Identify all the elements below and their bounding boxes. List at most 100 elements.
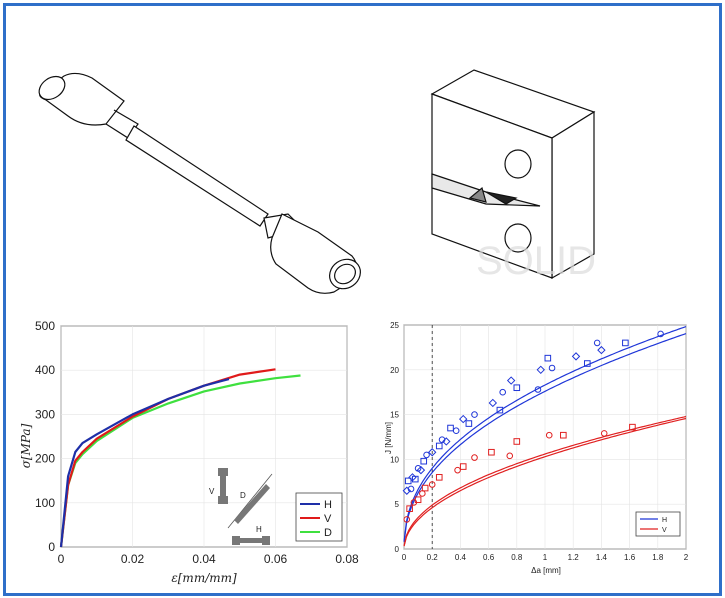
watermark-text: SOLID [476, 239, 596, 283]
chart2-y-tick-label: 5 [395, 500, 400, 509]
chart2-legend-label-h: H [662, 517, 667, 524]
chart2-x-tick-label: 1.6 [624, 553, 636, 562]
inset-specimen-h [232, 538, 270, 543]
chart2-point-h [416, 465, 426, 475]
chart2-point-h [435, 442, 443, 450]
chart1-x-tick-label: 0.08 [335, 552, 359, 566]
chart2-legend: H V [635, 511, 681, 537]
orientation-inset: V D H [209, 468, 273, 545]
chart1-legend-label-v: V [324, 513, 332, 525]
stress-strain-chart: 0 100 200 300 400 500 0 0.02 0.04 0.06 0.08 σ[MPa… [19, 319, 359, 585]
chart2-y-tick-label: 0 [395, 545, 400, 554]
chart2-x-tick-label: 0.2 [427, 553, 439, 562]
chart2-point-h [584, 360, 591, 367]
chart2-point-h [404, 477, 412, 485]
chart2-point-h [407, 485, 415, 493]
j-resistance-chart: 0 5 10 15 20 25 0 0.2 0.4 0.6 0.8 1 1.2 1.4 1.6 1.8 2 J… [384, 321, 689, 575]
chart1-x-tick-label: 0 [58, 552, 65, 566]
chart2-x-tick-label: 0.4 [455, 553, 467, 562]
chart2-point-h [423, 451, 430, 459]
chart1-x-tick-label: 0.06 [264, 552, 288, 566]
chart2-point-h [442, 437, 451, 446]
chart2-point-h [488, 398, 498, 408]
inset-specimen-v [220, 468, 226, 504]
chart2-point-v [629, 423, 636, 431]
chart2-point-h [411, 475, 419, 483]
specimen-gauge-section [125, 125, 269, 227]
chart2-legend-label-v: V [662, 527, 667, 534]
chart2-point-h [622, 339, 629, 347]
chart2-point-v [506, 452, 514, 460]
chart2-point-v [513, 438, 521, 445]
chart2-fit-h-0 [403, 326, 687, 542]
chart2-fit-h-1 [403, 333, 687, 543]
chart2-point-h [513, 384, 521, 392]
chart2-point-h [571, 352, 581, 361]
chart1-x-tick-labels: 0 0.02 0.04 0.06 0.08 [58, 552, 359, 566]
chart2-point-h [420, 457, 428, 465]
chart2-y-tick-label: 15 [390, 411, 399, 420]
chart2-point-h [402, 486, 412, 495]
chart2-x-tick-label: 0 [402, 553, 407, 562]
chart1-y-tick-label: 400 [35, 363, 55, 377]
chart2-fit-v-1 [403, 417, 687, 547]
chart2-point-h [465, 420, 473, 427]
chart2-x-tick-label: 0.8 [511, 553, 523, 562]
chart2-data-points [402, 330, 664, 523]
chart1-legend: H V D [295, 492, 343, 542]
chart2-point-h [597, 345, 606, 355]
chart2-x-tick-label: 1.8 [652, 553, 664, 562]
tensile-specimen-drawing [38, 72, 361, 294]
chart2-x-tick-labels: 0 0.2 0.4 0.6 0.8 1 1.2 1.4 1.6 1.8 2 [402, 553, 689, 562]
chart1-line-h [59, 377, 230, 548]
chart2-point-h [496, 406, 504, 414]
chart1-x-axis-label: ε[mm/mm] [171, 571, 237, 585]
chart2-point-v [406, 505, 413, 512]
chart2-y-tick-label: 10 [390, 455, 399, 464]
chart1-x-tick-label: 0.02 [121, 552, 145, 566]
chart2-x-tick-label: 1.4 [596, 553, 608, 562]
chart2-x-tick-label: 1.2 [568, 553, 580, 562]
chart1-legend-label-d: D [324, 527, 332, 539]
chart2-point-h [471, 411, 478, 418]
inset-label-h: H [256, 525, 262, 534]
chart1-y-tick-label: 200 [35, 452, 55, 466]
chart2-point-h [657, 330, 664, 338]
chart1-series-lines [59, 368, 301, 548]
figure-frame: SOLID 0 100 200 300 400 500 0 0.02 0.04 0.06 0.08… [3, 3, 722, 596]
compact-tension-specimen-drawing: SOLID [430, 69, 596, 283]
chart2-fit-v-0 [403, 415, 687, 546]
chart2-point-v [600, 430, 608, 437]
chart2-point-v [454, 466, 461, 474]
ct-upper-pin-hole [504, 149, 532, 179]
chart2-point-v [471, 454, 478, 461]
chart2-point-h [548, 364, 556, 372]
chart2-point-h [536, 365, 545, 375]
chart2-point-v [403, 516, 411, 523]
chart1-y-tick-label: 0 [48, 540, 55, 554]
chart2-y-tick-label: 25 [390, 321, 399, 330]
chart1-y-axis-label: σ[MPa] [19, 423, 33, 468]
ct-lower-pin-hole [504, 223, 532, 253]
chart1-y-tick-label: 100 [35, 496, 55, 510]
chart2-x-tick-label: 2 [684, 553, 689, 562]
chart2-point-h [593, 339, 601, 347]
chart2-point-v [488, 448, 495, 456]
chart2-point-v [545, 431, 553, 439]
chart2-point-v [414, 496, 422, 504]
chart2-point-h [459, 414, 468, 424]
inset-label-v: V [209, 487, 215, 496]
chart2-x-tick-label: 0.6 [483, 553, 495, 562]
inset-label-d: D [240, 491, 246, 500]
chart2-x-axis-label: Δa [mm] [531, 566, 561, 575]
chart1-x-tick-label: 0.04 [192, 552, 216, 566]
chart1-legend-label-h: H [324, 499, 332, 511]
specimen-left-end-face [38, 75, 66, 101]
chart2-point-v [435, 474, 443, 481]
ct-notch [431, 173, 541, 207]
chart2-point-v [459, 463, 467, 470]
chart2-point-h [544, 354, 552, 362]
chart2-point-h [427, 448, 437, 457]
chart2-fit-curves [403, 326, 687, 547]
